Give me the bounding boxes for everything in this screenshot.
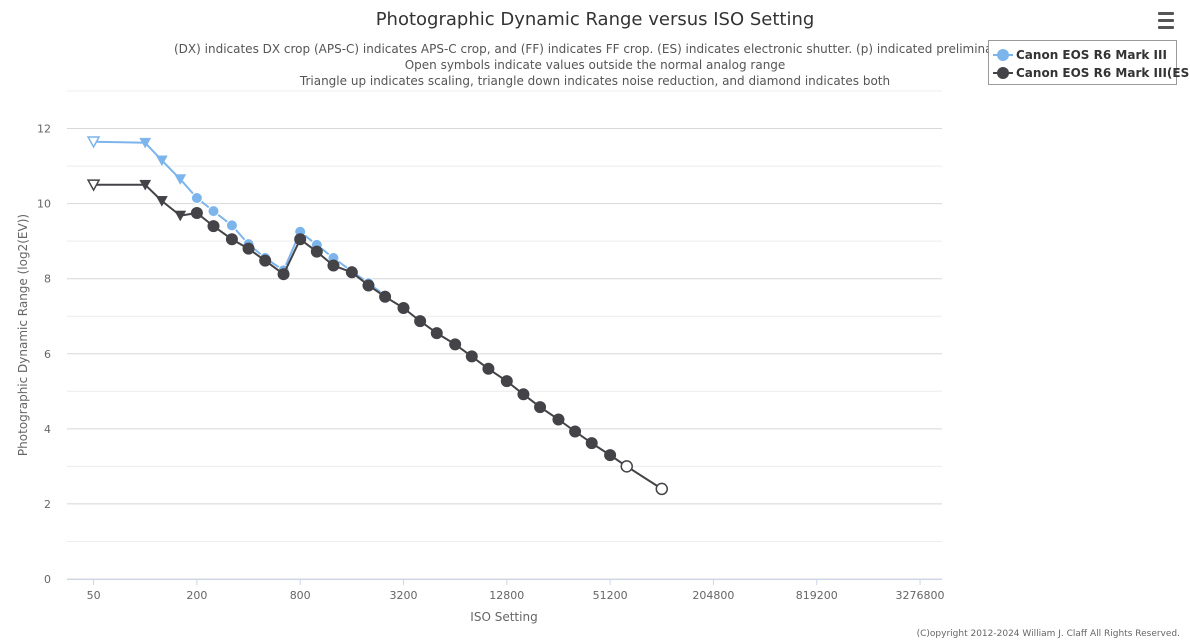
data-point bbox=[604, 449, 617, 462]
data-point bbox=[414, 315, 427, 328]
data-point-triangle bbox=[86, 179, 101, 192]
x-tick-label: 3276800 bbox=[896, 589, 945, 602]
data-point bbox=[362, 279, 375, 292]
hamburger-menu-icon[interactable] bbox=[1156, 12, 1178, 32]
data-point bbox=[190, 191, 203, 204]
data-point bbox=[620, 460, 633, 473]
chart-subtitle-line: (DX) indicates DX crop (APS-C) indicates… bbox=[174, 42, 1016, 56]
data-point-triangle bbox=[86, 136, 101, 149]
y-tick-label: 8 bbox=[44, 273, 51, 286]
chart-subtitle-line: Triangle up indicates scaling, triangle … bbox=[299, 74, 890, 88]
data-point bbox=[465, 350, 478, 363]
data-point-triangle bbox=[174, 174, 187, 185]
y-tick-label: 12 bbox=[37, 123, 51, 136]
data-point bbox=[552, 413, 565, 426]
data-point bbox=[277, 268, 290, 281]
legend-marker-icon bbox=[993, 67, 1013, 79]
data-point bbox=[379, 290, 392, 303]
data-point bbox=[449, 338, 462, 351]
data-point bbox=[500, 375, 513, 388]
data-point bbox=[569, 425, 582, 438]
data-point bbox=[294, 233, 307, 246]
x-tick-label: 3200 bbox=[390, 589, 418, 602]
y-tick-label: 6 bbox=[44, 348, 51, 361]
data-point bbox=[207, 220, 220, 233]
data-point bbox=[259, 254, 272, 267]
chart-subtitle-line: Open symbols indicate values outside the… bbox=[405, 58, 786, 72]
data-point-triangle bbox=[155, 155, 168, 167]
series-line bbox=[93, 140, 386, 297]
legend-label: Canon EOS R6 Mark III(ES) bbox=[1016, 66, 1190, 80]
x-tick-label: 800 bbox=[290, 589, 311, 602]
legend-item-series-1[interactable]: Canon EOS R6 Mark III bbox=[993, 47, 1167, 63]
data-point bbox=[225, 233, 238, 246]
data-point-triangle bbox=[155, 196, 168, 207]
data-point-triangle bbox=[139, 137, 152, 149]
x-tick-label: 200 bbox=[186, 589, 207, 602]
data-point bbox=[585, 437, 598, 450]
x-tick-label: 51200 bbox=[593, 589, 628, 602]
data-point-triangle bbox=[139, 179, 152, 191]
data-point bbox=[207, 205, 220, 218]
data-point bbox=[345, 266, 358, 279]
y-tick-label: 10 bbox=[37, 198, 51, 211]
data-point bbox=[655, 482, 669, 496]
data-point bbox=[242, 242, 255, 255]
data-point bbox=[225, 219, 238, 232]
data-point bbox=[327, 259, 340, 272]
x-axis-title: ISO Setting bbox=[470, 610, 537, 624]
legend-item-series-2[interactable]: Canon EOS R6 Mark III(ES) bbox=[993, 65, 1190, 81]
x-tick-label: 204800 bbox=[692, 589, 734, 602]
y-tick-label: 2 bbox=[44, 498, 51, 511]
data-point bbox=[310, 245, 323, 258]
chart-title: Photographic Dynamic Range versus ISO Se… bbox=[376, 9, 815, 30]
data-point bbox=[430, 327, 443, 340]
x-tick-label: 12800 bbox=[489, 589, 524, 602]
y-axis-title: Photographic Dynamic Range (log2(EV)) bbox=[16, 214, 30, 456]
data-point bbox=[397, 301, 410, 314]
data-point bbox=[517, 388, 530, 401]
legend: Canon EOS R6 Mark III Canon EOS R6 Mark … bbox=[988, 40, 1190, 85]
data-point bbox=[482, 362, 495, 375]
series-line bbox=[93, 183, 663, 490]
y-tick-label: 0 bbox=[44, 573, 51, 586]
x-tick-label: 819200 bbox=[796, 589, 838, 602]
copyright-notice: (C)opyright 2012-2024 William J. Claff A… bbox=[916, 629, 1180, 639]
data-point-triangle bbox=[174, 210, 187, 222]
legend-label: Canon EOS R6 Mark III bbox=[1016, 48, 1167, 62]
y-tick-label: 4 bbox=[44, 423, 51, 436]
x-tick-label: 50 bbox=[87, 589, 101, 602]
legend-marker-icon bbox=[993, 49, 1013, 61]
data-point bbox=[534, 401, 547, 414]
data-point bbox=[190, 207, 203, 219]
